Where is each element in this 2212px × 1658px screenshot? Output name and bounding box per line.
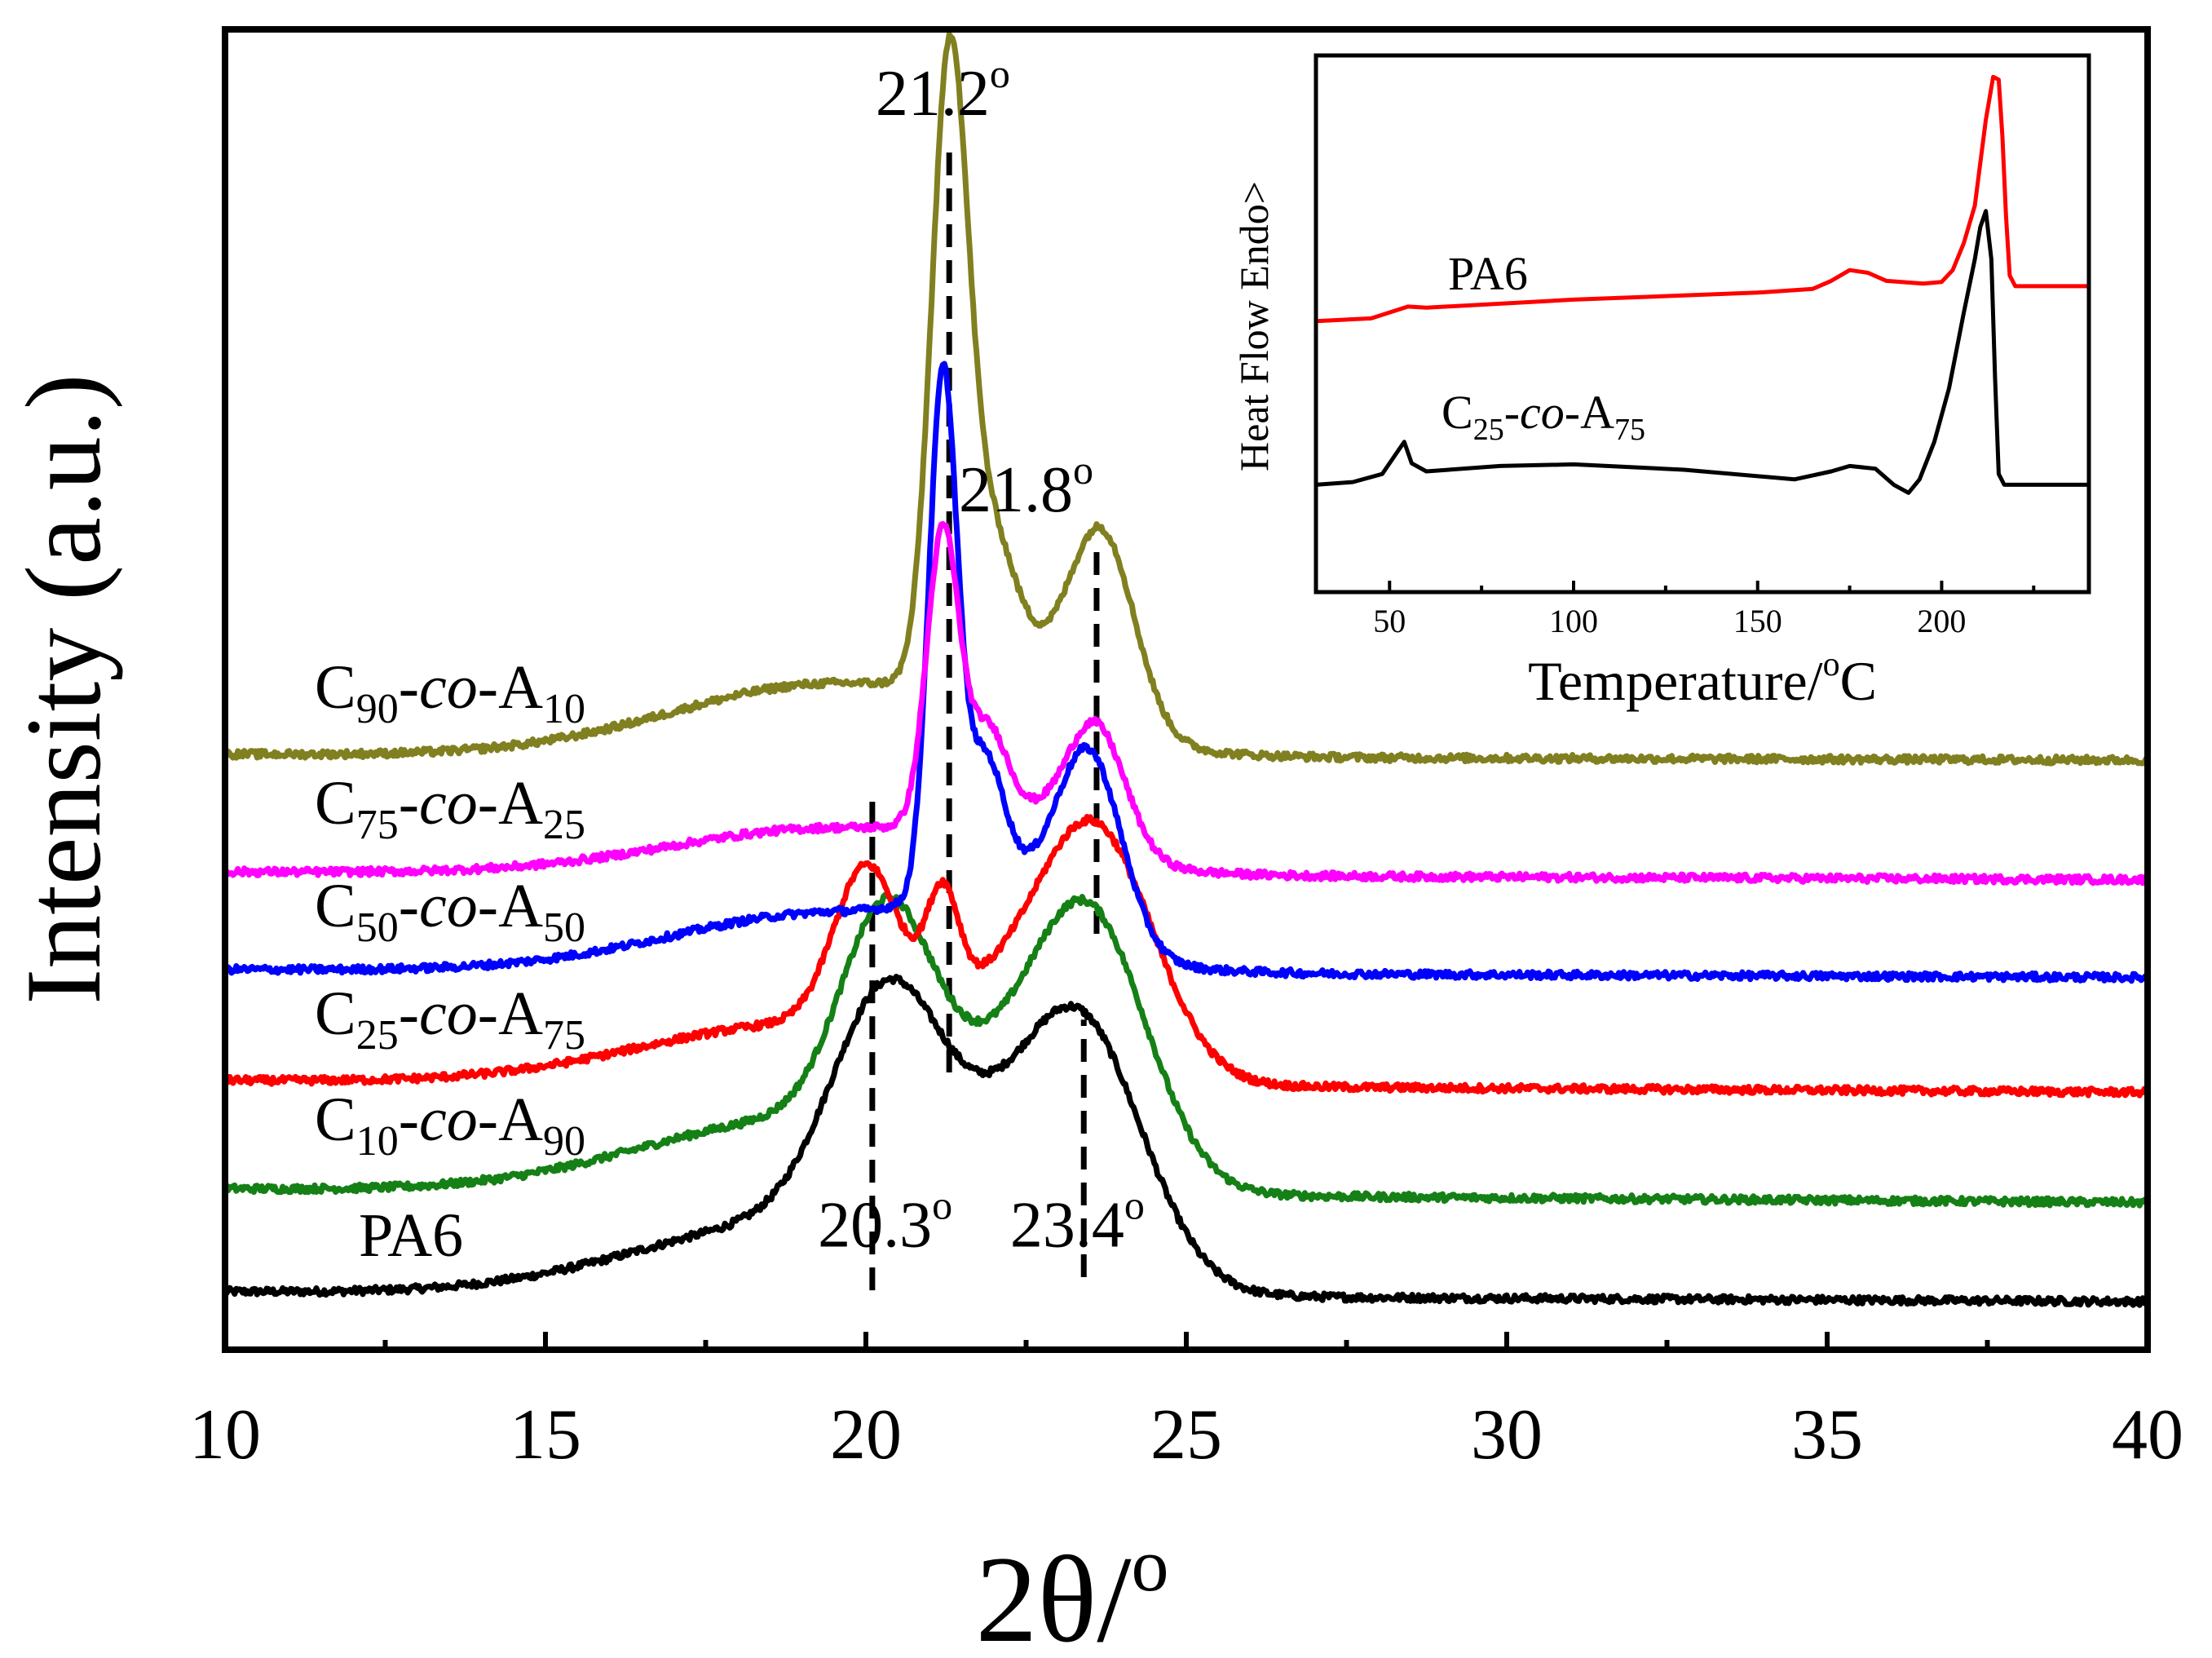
x-tick-label: 25 xyxy=(1150,1395,1222,1475)
series-label-c25-co-a75: C25-co-A75 xyxy=(315,979,585,1059)
x-tick-label: 20 xyxy=(830,1395,902,1475)
x-tick-label: 35 xyxy=(1791,1395,1863,1475)
label-main: C xyxy=(315,872,356,940)
label-co: -co- xyxy=(399,769,498,838)
x-tick-label: 10 xyxy=(189,1395,261,1475)
series-label-c75-co-a25: C75-co-A25 xyxy=(315,769,585,848)
label-co: -co- xyxy=(399,653,498,722)
label-main: C xyxy=(315,653,356,722)
peak-annotation-21-2: 21.2o xyxy=(876,51,1010,130)
inset-label-part: 25 xyxy=(1473,413,1504,447)
label-sub: 75 xyxy=(356,802,399,848)
inset-label-part: A xyxy=(1580,386,1614,439)
annotation-value: 20.3 xyxy=(818,1190,932,1262)
inset-series-line-c25-co-a75 xyxy=(1315,209,2089,495)
label-main: A xyxy=(498,872,543,940)
label-sub: 50 xyxy=(356,904,399,951)
x-axis-label: 2θ/o xyxy=(975,1523,1168,1658)
inset-frame xyxy=(1314,53,2091,595)
series-label-c50-co-a50: C50-co-A50 xyxy=(315,872,585,951)
x-axis-label-sup: o xyxy=(1132,1523,1169,1607)
main-plot: 10 15 20 25 30 35 40 PA6C10-co-A90C25-co-A75C5… xyxy=(3,26,2183,1658)
x-tick-label: 40 xyxy=(2112,1395,2183,1475)
annotation-value: 21.2 xyxy=(876,58,990,130)
inset-x-axis-label-tail: C xyxy=(1840,650,1877,712)
inset-series-group xyxy=(1315,74,2089,495)
label-sub: 90 xyxy=(356,686,399,732)
inset-x-axis-label-main: Temperature/ xyxy=(1528,650,1823,712)
label-main: C xyxy=(315,769,356,838)
annotation-degree: o xyxy=(1124,1183,1145,1228)
inset-series-labels: PA6 C25-co-A75 xyxy=(1442,247,1645,447)
label-sub: 25 xyxy=(356,1012,399,1059)
inset-x-axis-label: Temperature/oC xyxy=(1528,646,1877,712)
label-sub: 10 xyxy=(543,686,585,732)
label-main: A xyxy=(498,979,543,1048)
peak-annotation-20-3: 20.3o xyxy=(818,1183,952,1262)
series-line-pa6 xyxy=(223,974,2150,1308)
inset-x-axis-label-sup: o xyxy=(1823,646,1840,683)
label-co: -co- xyxy=(399,1085,498,1154)
annotation-value: 21.8 xyxy=(959,454,1073,526)
series-line-c50-co-a50 xyxy=(222,360,2150,984)
inset-x-tick-label: 100 xyxy=(1549,603,1598,639)
inset-label-pa6: PA6 xyxy=(1448,247,1528,300)
label-co: -co- xyxy=(399,872,498,940)
series-label-c10-co-a90: C10-co-A90 xyxy=(315,1085,585,1165)
label-main: C xyxy=(315,979,356,1048)
annotation-value: 23.4 xyxy=(1010,1190,1124,1262)
series-label-pa6: PA6 xyxy=(359,1201,463,1270)
main-series-group xyxy=(222,31,2151,1308)
main-x-ticks: 10 15 20 25 30 35 40 xyxy=(189,1332,2183,1475)
series-label-c90-co-a10: C90-co-A10 xyxy=(315,653,585,732)
inset-x-ticks: 50 100 150 200 xyxy=(1373,581,2036,639)
inset-label-part: C xyxy=(1442,386,1473,439)
series-line-c75-co-a25 xyxy=(223,520,2151,886)
label-sub: 10 xyxy=(356,1118,399,1165)
inset-series-line-pa6 xyxy=(1315,74,2089,324)
series-labels: PA6C10-co-A90C25-co-A75C50-co-A50C75-co-… xyxy=(315,653,585,1270)
reference-lines xyxy=(869,148,1100,1291)
label-main: C xyxy=(315,1085,356,1154)
inset-x-tick-label: 50 xyxy=(1373,603,1406,639)
label-co: -co- xyxy=(399,979,498,1048)
label-sub: 75 xyxy=(543,1012,585,1059)
x-axis-label-main: 2θ/ xyxy=(975,1531,1132,1658)
y-axis-label: Intensity (a.u.) xyxy=(3,374,123,1004)
x-tick-label: 15 xyxy=(510,1395,581,1475)
label-sub: 50 xyxy=(543,904,585,951)
inset-x-tick-label: 150 xyxy=(1733,603,1782,639)
label-sub: 90 xyxy=(543,1118,585,1165)
inset-label-part: -co- xyxy=(1504,386,1580,439)
inset-y-axis-label: Heat Flow Endo> xyxy=(1231,181,1277,471)
inset-x-tick-label: 200 xyxy=(1917,603,1966,639)
annotation-degree: o xyxy=(1073,447,1093,493)
label-main: A xyxy=(498,653,543,722)
x-tick-label: 30 xyxy=(1471,1395,1543,1475)
series-line-c90-co-a10 xyxy=(223,31,2150,767)
annotation-degree: o xyxy=(990,51,1010,96)
peak-annotation-23-4: 23.4o xyxy=(1010,1183,1145,1262)
label-main: A xyxy=(498,769,543,838)
label-main: A xyxy=(498,1085,543,1154)
annotation-degree: o xyxy=(932,1183,952,1228)
inset-label-part: 75 xyxy=(1614,413,1645,447)
inset-label-c25-co-a75: C25-co-A75 xyxy=(1442,386,1645,447)
peak-annotation-21-8: 21.8o xyxy=(959,447,1093,526)
label-main: PA6 xyxy=(359,1201,463,1270)
series-line-c10-co-a90 xyxy=(222,891,2151,1209)
series-line-c25-co-a75 xyxy=(223,814,2149,1099)
label-sub: 25 xyxy=(543,802,585,848)
